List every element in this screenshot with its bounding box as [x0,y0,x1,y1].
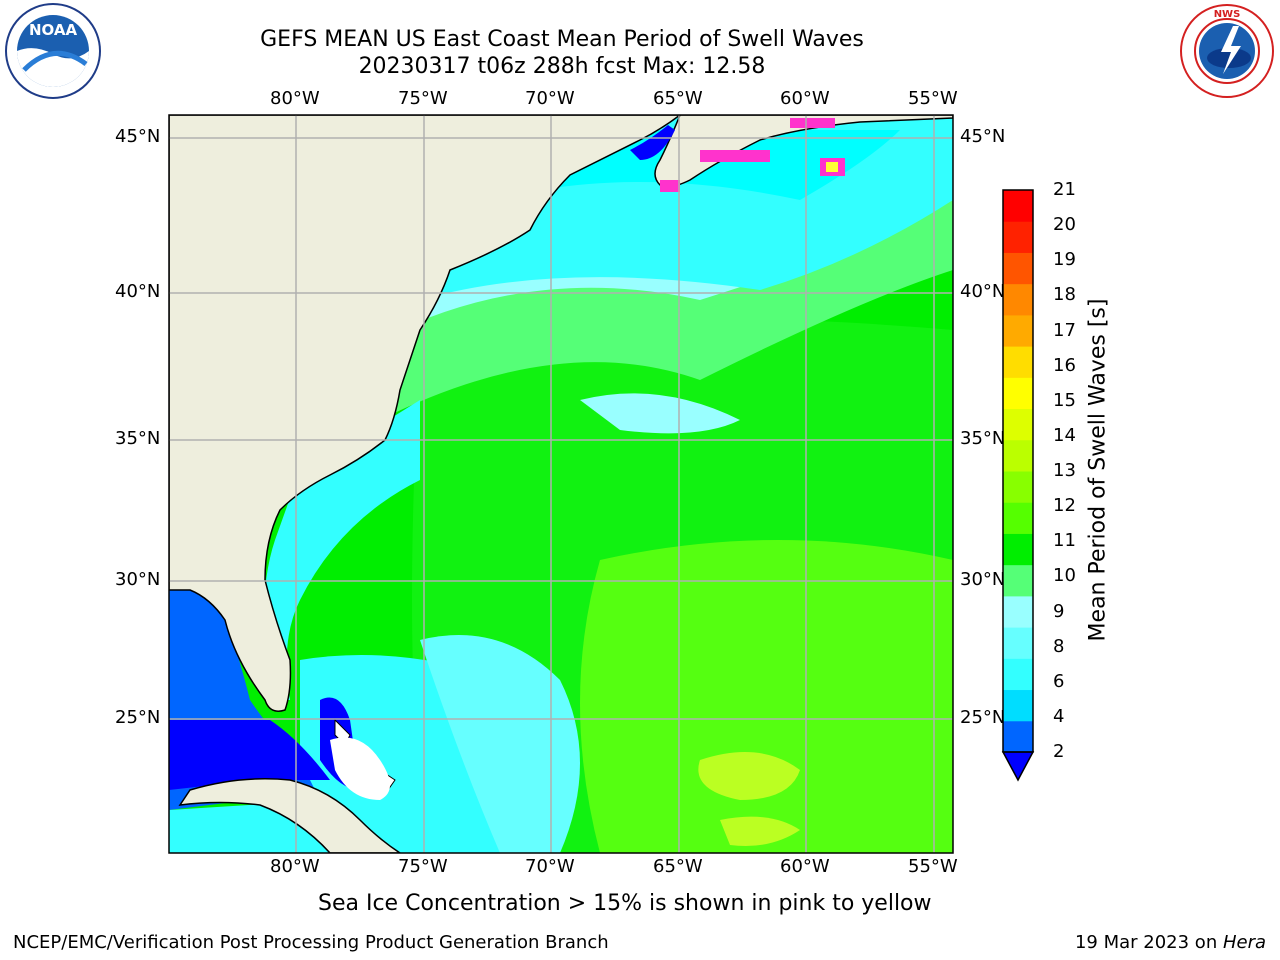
lon-label-top: 80°W [270,88,320,109]
gulf-st-lawrence [630,125,675,160]
footer-date: 19 Mar 2023 on Hera [1075,932,1266,953]
lat-label-right: 45°N [960,126,1006,147]
lon-label-bottom: 75°W [398,856,448,877]
colorbar-band [1003,346,1033,378]
lat-label-left: 45°N [115,126,161,147]
lon-label-top: 60°W [780,88,830,109]
swell-region-12-13 [698,752,800,800]
colorbar-tick-label: 16 [1053,354,1076,376]
colorbar-band [1003,221,1033,253]
colorbar-tick-label: 2 [1053,741,1065,762]
lon-label-top: 75°W [398,88,448,109]
noaa-logo-text: NOAA [29,21,78,39]
lon-label-top: 65°W [653,88,703,109]
swell-region-11-12 [580,540,953,853]
lat-label-left: 40°N [115,281,161,302]
colorbar-tick-label: 18 [1053,284,1076,306]
colorbar-band [1003,533,1033,566]
lon-label-bottom: 55°W [908,856,958,877]
map-frame [168,114,954,854]
colorbar-tick-label: 13 [1053,460,1076,481]
lon-label-top: 70°W [525,88,575,109]
land-canada [654,115,953,188]
sea-ice [660,180,680,192]
colorbar-tick-label: 6 [1053,670,1065,692]
lon-label-top: 55°W [908,88,958,109]
lon-label-bottom: 60°W [780,856,830,877]
colorbar-band [1003,595,1033,628]
colorbar-band [1003,502,1033,534]
colorbar-band [1003,564,1033,597]
lon-label-bottom: 70°W [525,856,575,877]
colorbar-tick-label: 14 [1053,424,1076,446]
swell-region-4-6 [540,130,900,200]
colorbar-under-arrow [1001,751,1035,782]
lat-label-right: 35°N [960,428,1006,449]
colorbar-band [1003,658,1033,691]
colorbar-tick-label: 11 [1053,530,1076,552]
land-cuba [178,778,402,853]
colorbar-tick-label: 10 [1053,565,1076,587]
colorbar-band [1003,377,1033,410]
sea-ice-note: Sea Ice Concentration > 15% is shown in … [318,891,932,916]
sea-ice [700,150,770,162]
colorbar-frame [1002,189,1034,753]
lat-label-right: 30°N [960,569,1006,590]
colorbar-band [1003,471,1033,503]
colorbar-tick-label: 15 [1053,389,1076,411]
lat-label-left: 30°N [115,569,161,590]
footer-date-text: 19 Mar 2023 on [1074,932,1223,953]
footer-host: Hera [1222,932,1266,953]
bahamas-region [420,635,580,853]
colorbar-band [1003,689,1033,722]
colorbar-band [1003,439,1033,472]
sea-ice [826,162,838,172]
lat-label-right: 40°N [960,281,1006,302]
gridlines [169,115,953,853]
colorbar-band [1003,252,1033,285]
colorbar [1001,189,1035,782]
map-subtitle: 20230317 t06z 288h fcst Max: 12.58 [358,54,766,79]
footer-credit: NCEP/EMC/Verification Post Processing Pr… [13,932,609,953]
colorbar-tick-label: 21 [1053,179,1076,200]
colorbar-band [1003,627,1033,659]
map-title: GEFS MEAN US East Coast Mean Period of S… [260,27,864,52]
colorbar-tick-label: 8 [1053,635,1065,657]
colorbar-tick-label: 17 [1053,319,1076,341]
swell-region-8-9 [580,393,740,434]
sea-ice [790,118,835,128]
colorbar-label: Mean Period of Swell Waves [s] [1085,298,1111,642]
lat-label-left: 35°N [115,428,161,449]
svg-text:NWS: NWS [1214,9,1241,20]
colorbar-band [1003,408,1033,441]
colorbar-tick-label: 20 [1053,214,1076,236]
colorbar-band [1003,190,1033,222]
colorbar-tick-label: 19 [1053,249,1076,271]
lon-label-bottom: 80°W [270,856,320,877]
ice-free-white [330,737,390,800]
lon-label-bottom: 65°W [653,856,703,877]
colorbar-band [1003,283,1033,316]
nws-logo: NWS [1180,4,1274,98]
colorbar-tick-label: 12 [1053,495,1076,517]
swell-region-12-13 [720,816,800,846]
colorbar-tick-label: 4 [1053,705,1065,727]
lat-label-left: 25°N [115,707,161,728]
lat-label-right: 25°N [960,707,1006,728]
colorbar-tick-label: 9 [1053,600,1065,622]
colorbar-band [1003,314,1033,347]
noaa-logo: NOAA [5,3,101,99]
gulf-region [169,720,330,790]
colorbar-band [1003,720,1033,753]
